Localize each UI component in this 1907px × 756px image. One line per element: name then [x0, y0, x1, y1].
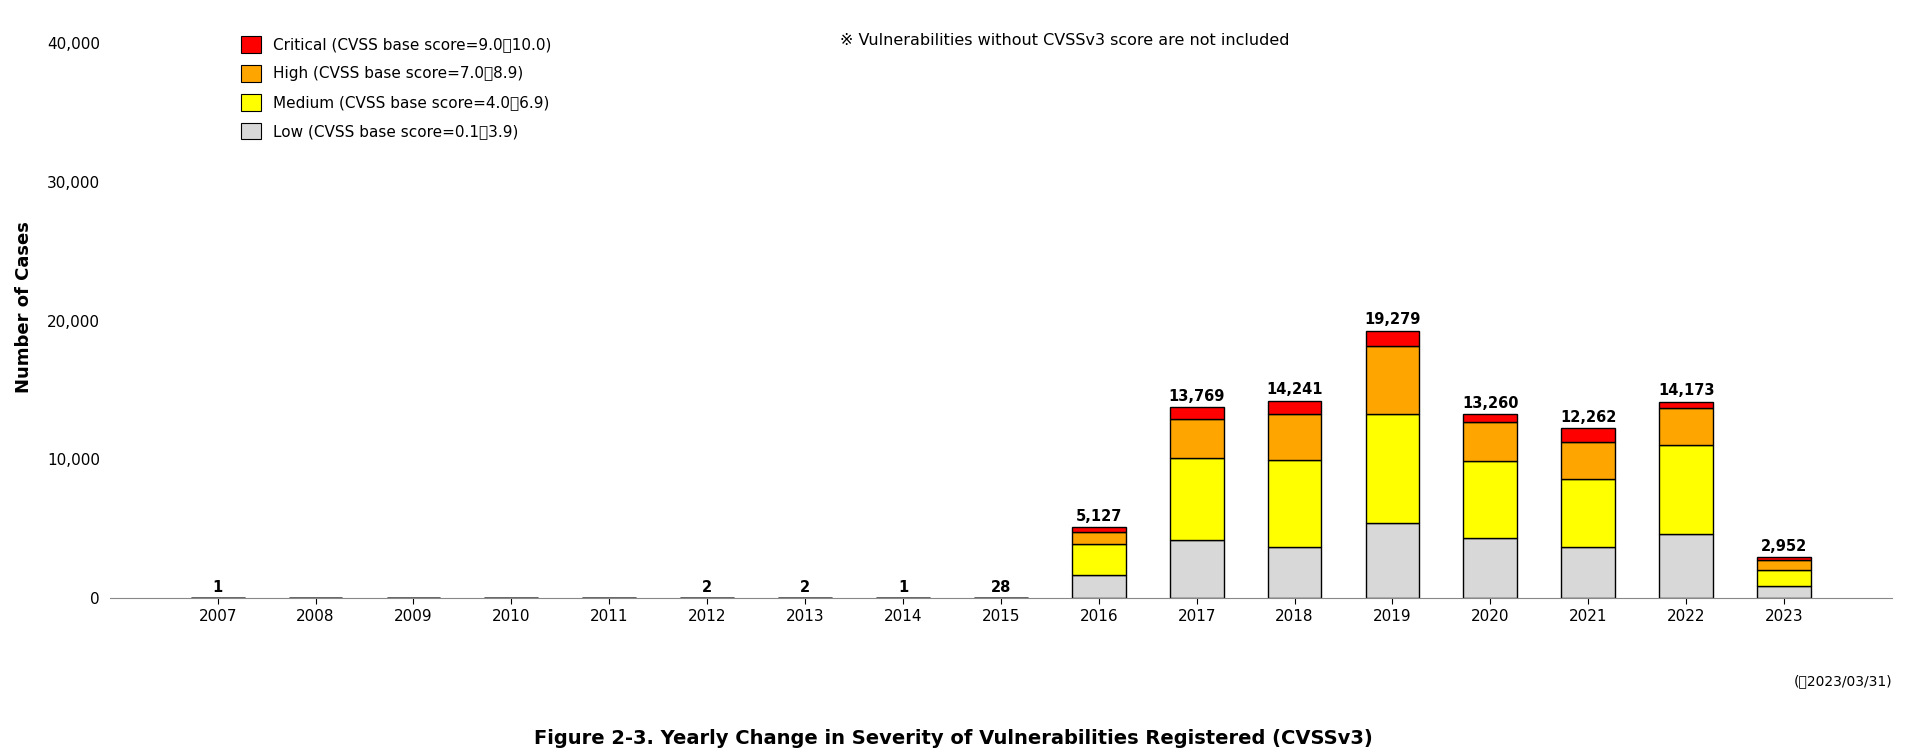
Bar: [1169, 458, 1224, 541]
Bar: [1365, 330, 1419, 346]
Text: 5,127: 5,127: [1076, 509, 1121, 524]
Bar: [1562, 428, 1615, 442]
Bar: [1756, 586, 1812, 599]
Bar: [1365, 523, 1419, 599]
Bar: [1169, 407, 1224, 420]
Bar: [1659, 534, 1712, 599]
Text: 13,769: 13,769: [1169, 389, 1224, 404]
Text: 14,173: 14,173: [1657, 383, 1714, 398]
Text: 13,260: 13,260: [1463, 395, 1518, 411]
Bar: [1463, 423, 1518, 461]
Text: 1: 1: [212, 580, 223, 595]
Text: 2,952: 2,952: [1760, 539, 1808, 554]
Bar: [1268, 547, 1322, 599]
Bar: [1463, 461, 1518, 538]
Bar: [1659, 445, 1712, 534]
Text: 12,262: 12,262: [1560, 410, 1617, 425]
Bar: [1659, 408, 1712, 445]
Bar: [1268, 414, 1322, 460]
Bar: [1169, 420, 1224, 458]
Legend: Critical (CVSS base score=9.0～10.0), High (CVSS base score=7.0～8.9), Medium (CVS: Critical (CVSS base score=9.0～10.0), Hig…: [233, 29, 559, 147]
Text: 14,241: 14,241: [1266, 382, 1323, 397]
Text: 1: 1: [898, 580, 908, 595]
Bar: [1562, 442, 1615, 479]
Text: ※ Vulnerabilities without CVSSv3 score are not included: ※ Vulnerabilities without CVSSv3 score a…: [841, 33, 1289, 48]
Text: 28: 28: [990, 580, 1011, 594]
Bar: [1756, 570, 1812, 586]
Bar: [1562, 479, 1615, 547]
Bar: [1072, 544, 1125, 575]
Bar: [1169, 541, 1224, 599]
Text: 2: 2: [801, 580, 810, 595]
Bar: [1072, 531, 1125, 544]
Text: 19,279: 19,279: [1364, 312, 1421, 327]
Bar: [1072, 527, 1125, 531]
Bar: [1268, 401, 1322, 414]
Bar: [1756, 557, 1812, 560]
Bar: [1659, 401, 1712, 408]
Bar: [1365, 414, 1419, 523]
Text: 2: 2: [702, 580, 711, 595]
Bar: [1463, 414, 1518, 423]
Bar: [1072, 575, 1125, 599]
Bar: [1463, 538, 1518, 599]
Bar: [1365, 346, 1419, 414]
Bar: [1268, 460, 1322, 547]
Bar: [1562, 547, 1615, 599]
Text: (～2023/03/31): (～2023/03/31): [1793, 674, 1892, 688]
Y-axis label: Number of Cases: Number of Cases: [15, 221, 32, 392]
Bar: [1756, 560, 1812, 570]
Text: Figure 2-3. Yearly Change in Severity of Vulnerabilities Registered (CVSSv3): Figure 2-3. Yearly Change in Severity of…: [534, 730, 1373, 748]
